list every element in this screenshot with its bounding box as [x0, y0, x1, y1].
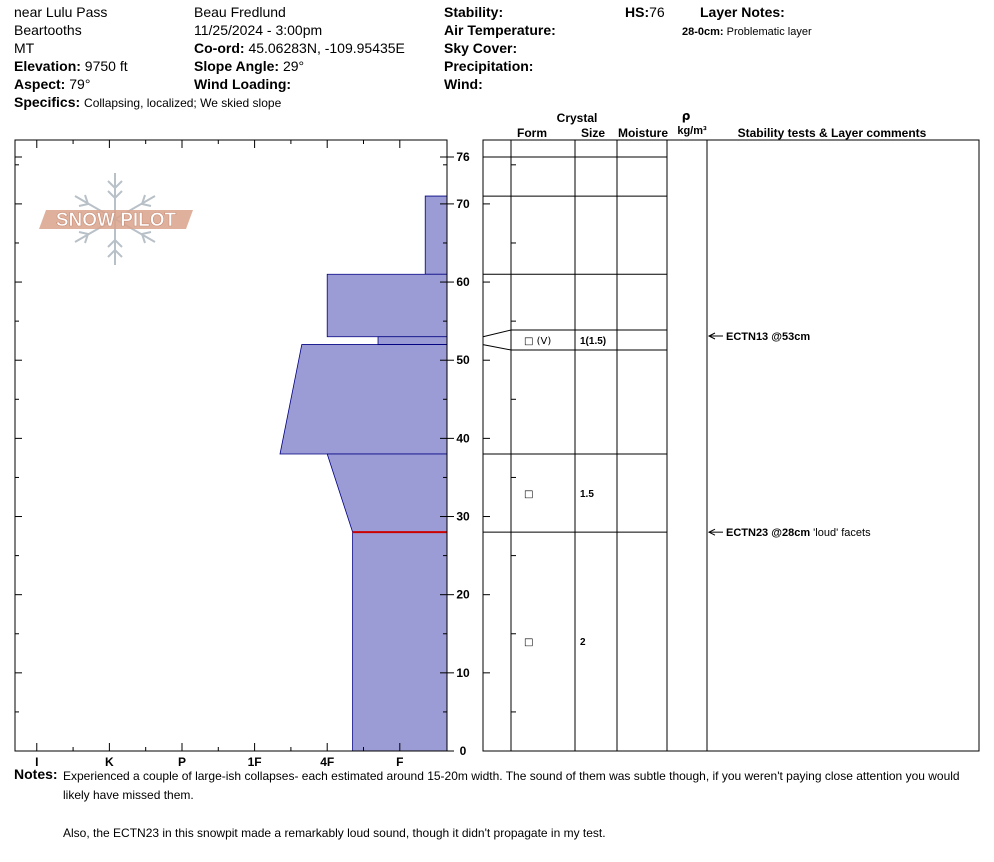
- snow-height: HS:76: [625, 4, 665, 21]
- layer-table-frame: [482, 139, 980, 752]
- location: near Lulu Pass: [14, 4, 108, 20]
- grain-form: □: [524, 489, 533, 500]
- mountain-range: Beartooths: [14, 22, 82, 38]
- coord-value: 45.06283N, -109.95435E: [248, 40, 405, 56]
- grain-size: 1.5: [580, 489, 594, 500]
- slope-angle: Slope Angle: 29°: [194, 58, 304, 75]
- stability-header: Stability tests & Layer comments: [738, 126, 927, 140]
- depth-tick-label: 76: [456, 150, 470, 164]
- crystal-header: Crystal: [557, 111, 598, 125]
- hardness-layer-bar: [377, 336, 448, 345]
- hardness-layer-bar: [352, 531, 448, 752]
- precipitation-label: Precipitation:: [444, 58, 534, 74]
- snowpilot-logo: SNOW PILOT: [39, 173, 193, 265]
- coord-label: Co-ord:: [194, 40, 245, 56]
- hardness-tick-label: K: [105, 755, 114, 769]
- depth-tick-label: 40: [456, 431, 470, 445]
- depth-tick-label: 30: [456, 510, 470, 524]
- stability-test-result: ECTN23 @28cm: [726, 527, 810, 539]
- observer: Beau Fredlund: [194, 4, 286, 20]
- moisture-header: Moisture: [618, 126, 668, 140]
- form-header: Form: [517, 126, 547, 140]
- specifics-label: Specifics:: [14, 94, 81, 110]
- depth-tick-label: 0: [460, 744, 467, 758]
- arrow-head-icon: [707, 332, 716, 340]
- grain-size: 2: [580, 637, 586, 648]
- density-symbol: ρ: [682, 109, 691, 123]
- hardness-layer-bar: [326, 273, 448, 338]
- hardness-tick-label: P: [178, 755, 186, 769]
- layer-note-depth: 28-0cm:: [682, 26, 724, 38]
- aspect-label: Aspect:: [14, 76, 66, 92]
- layer-note: 28-0cm: Problematic layer: [682, 24, 812, 41]
- hardness-tick-label: 1F: [248, 755, 262, 769]
- hardness-profile: [279, 157, 448, 752]
- stability-test-comment: 'loud' facets: [810, 527, 871, 539]
- logo-text: SNOW PILOT: [56, 210, 177, 231]
- layer-table-rows: [482, 156, 667, 533]
- size-header: Size: [581, 126, 605, 140]
- stability-test-result: ECTN13 @53cm: [726, 331, 810, 343]
- layer-table-cells: □ (V) 1(1.5) □ 1.5 □ 2: [524, 336, 606, 648]
- air-temperature-label: Air Temperature:: [444, 22, 556, 38]
- layer-boundary: [482, 344, 667, 351]
- hardness-axis: I K P 1F 4F F: [35, 140, 403, 769]
- depth-axis: 0 10 20 30 40 50 60 70 76: [15, 150, 516, 758]
- hardness-layer-bar: [326, 453, 448, 533]
- observation-datetime: 11/25/2024 - 3:00pm: [194, 22, 323, 38]
- notes-paragraph: Experienced a couple of large-ish collap…: [63, 769, 960, 802]
- stability-label: Stability:: [444, 4, 504, 20]
- elevation: Elevation: 9750 ft: [14, 58, 128, 75]
- aspect-value: 79°: [69, 76, 91, 92]
- hardness-layer-bar: [424, 195, 448, 275]
- layer-boundary: [482, 329, 667, 338]
- arrow-head-icon: [707, 528, 716, 536]
- elevation-label: Elevation:: [14, 58, 81, 74]
- state: MT: [14, 40, 35, 56]
- grain-size: 1(1.5): [580, 336, 606, 347]
- aspect: Aspect: 79°: [14, 76, 90, 93]
- slope-label: Slope Angle:: [194, 58, 280, 74]
- depth-tick-label: 20: [456, 588, 470, 602]
- hardness-tick-label: F: [396, 755, 403, 769]
- wind-loading-label: Wind Loading:: [194, 76, 292, 92]
- stability-test-label: ECTN13 @53cm: [726, 331, 810, 343]
- hs-label: HS:: [625, 4, 650, 20]
- coordinates: Co-ord: 45.06283N, -109.95435E: [194, 40, 405, 57]
- density-unit: kg/m³: [677, 125, 707, 137]
- grain-form: □ (V): [524, 336, 551, 347]
- notes-paragraph: Also, the ECTN23 in this snowpit made a …: [63, 826, 606, 840]
- grain-form: □: [524, 637, 533, 648]
- wind-label: Wind:: [444, 76, 483, 92]
- stability-test-label: ECTN23 @28cm 'loud' facets: [726, 527, 871, 539]
- hardness-tick-label: 4F: [320, 755, 334, 769]
- depth-tick-label: 50: [456, 353, 470, 367]
- specifics-value: Collapsing, localized; We skied slope: [84, 96, 282, 110]
- specifics: Specifics: Collapsing, localized; We ski…: [14, 94, 281, 112]
- layer-notes-label: Layer Notes:: [700, 4, 785, 20]
- notes-body: Experienced a couple of large-ish collap…: [63, 767, 983, 862]
- hardness-layer-bar: [279, 344, 448, 455]
- depth-tick-label: 60: [456, 275, 470, 289]
- stability-tests: ECTN13 @53cm ECTN23 @28cm 'loud' facets: [707, 331, 871, 539]
- layer-note-text: Problematic layer: [726, 26, 812, 38]
- depth-tick-label: 10: [456, 666, 470, 680]
- sky-cover-label: Sky Cover:: [444, 40, 518, 56]
- hardness-tick-label: I: [35, 755, 38, 769]
- hs-value: 76: [649, 4, 665, 20]
- hardness-plot-frame: [14, 139, 448, 752]
- slope-value: 29°: [282, 58, 305, 74]
- notes-label: Notes:: [14, 766, 58, 782]
- elevation-value: 9750 ft: [84, 58, 128, 74]
- depth-tick-label: 70: [456, 197, 470, 211]
